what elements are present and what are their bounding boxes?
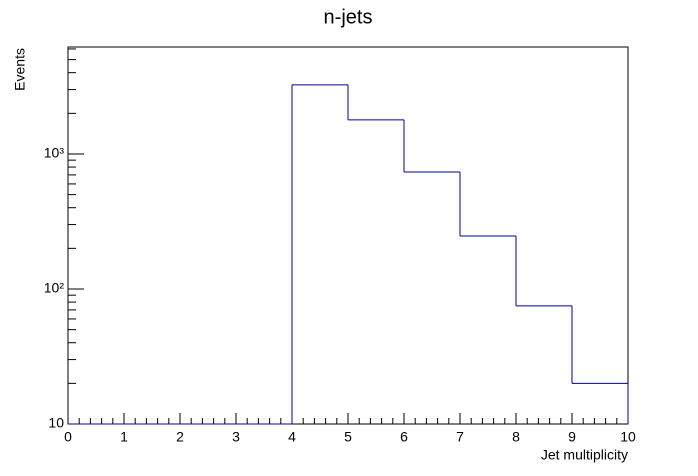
x-tick-label: 9 — [568, 429, 576, 445]
x-tick-label: 7 — [456, 429, 464, 445]
x-tick-label: 4 — [288, 429, 296, 445]
x-axis-label: Jet multiplicity — [541, 447, 628, 463]
x-tick-label: 0 — [64, 429, 72, 445]
y-tick-label: 10 — [48, 415, 64, 431]
y-axis-label: Events — [12, 48, 28, 91]
x-tick-label: 8 — [512, 429, 520, 445]
x-tick-label: 1 — [120, 429, 128, 445]
y-tick-label: 10³ — [44, 145, 65, 161]
x-tick-label: 2 — [176, 429, 184, 445]
x-tick-label: 10 — [620, 429, 636, 445]
x-tick-label: 5 — [344, 429, 352, 445]
chart-title: n-jets — [324, 6, 373, 28]
y-tick-label: 10² — [44, 280, 65, 296]
x-tick-label: 3 — [232, 429, 240, 445]
x-tick-label: 6 — [400, 429, 408, 445]
